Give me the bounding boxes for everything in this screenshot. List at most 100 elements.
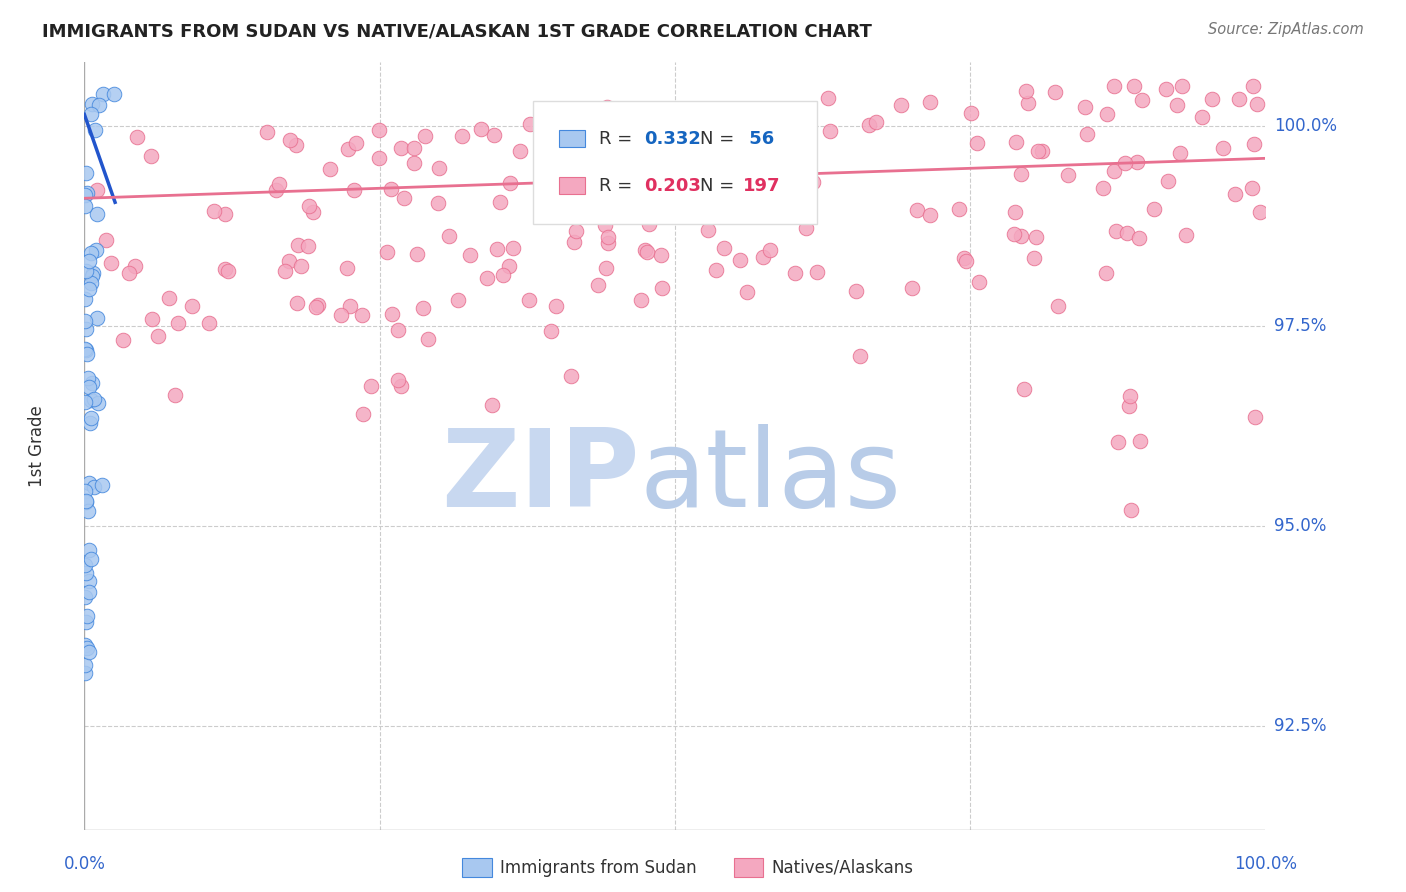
Text: 97.5%: 97.5% xyxy=(1274,318,1326,335)
Point xyxy=(1022,251,1045,265)
Point xyxy=(529,107,551,121)
Point xyxy=(1225,187,1247,202)
Point xyxy=(214,207,236,221)
Point xyxy=(626,142,648,156)
Point xyxy=(77,585,100,599)
Point xyxy=(84,243,107,257)
Point xyxy=(596,230,619,244)
Point xyxy=(634,243,657,257)
Point xyxy=(1212,141,1234,155)
Point xyxy=(73,484,96,499)
Point xyxy=(596,235,619,250)
Point xyxy=(703,187,725,202)
Text: ZIP: ZIP xyxy=(441,424,640,530)
Point xyxy=(77,254,100,268)
Point xyxy=(1125,154,1147,169)
Point xyxy=(86,207,108,221)
Point xyxy=(662,135,685,149)
Point xyxy=(77,370,100,384)
Point xyxy=(806,265,828,279)
Point xyxy=(1143,202,1166,217)
Point xyxy=(1004,204,1026,219)
Point xyxy=(413,128,436,143)
Point xyxy=(745,201,768,215)
Text: 0.0%: 0.0% xyxy=(63,855,105,872)
Point xyxy=(214,261,236,276)
Point xyxy=(204,203,226,218)
Point xyxy=(75,166,97,180)
Point xyxy=(697,223,720,237)
Point xyxy=(544,299,567,313)
Point xyxy=(80,107,103,121)
Point xyxy=(103,87,125,102)
Point xyxy=(948,202,970,216)
Point xyxy=(350,308,373,322)
Point xyxy=(1002,227,1025,241)
Point xyxy=(274,264,297,278)
Point xyxy=(1017,95,1039,110)
Point xyxy=(75,343,97,357)
Point xyxy=(305,300,328,314)
Point xyxy=(966,136,988,151)
Point xyxy=(1107,435,1129,450)
Point xyxy=(1005,135,1028,149)
Bar xyxy=(463,858,492,877)
Point xyxy=(560,368,582,383)
Point xyxy=(80,97,103,112)
Point xyxy=(499,176,522,190)
Point xyxy=(890,97,912,112)
Point xyxy=(75,657,97,672)
Point xyxy=(360,379,382,393)
Point xyxy=(75,314,97,328)
Point xyxy=(77,645,100,659)
Point xyxy=(517,293,540,307)
Point xyxy=(470,122,492,136)
Point xyxy=(404,156,426,170)
Point xyxy=(561,195,583,210)
Point xyxy=(1122,79,1144,94)
Point xyxy=(865,114,887,128)
Point xyxy=(80,552,103,566)
Point xyxy=(1074,100,1097,114)
Point xyxy=(427,161,450,175)
Point xyxy=(412,301,434,315)
Text: N =: N = xyxy=(700,177,740,194)
Point xyxy=(86,183,108,197)
Point xyxy=(967,275,990,289)
Point xyxy=(858,118,880,132)
Text: N =: N = xyxy=(700,129,740,147)
Point xyxy=(759,244,782,258)
Point xyxy=(319,162,342,177)
Point xyxy=(298,199,321,213)
Point xyxy=(486,242,509,256)
Point xyxy=(955,254,977,268)
Point xyxy=(509,144,531,158)
Point xyxy=(704,202,727,217)
Point xyxy=(87,396,110,410)
Point xyxy=(389,141,412,155)
Text: 197: 197 xyxy=(744,177,780,194)
Point xyxy=(818,124,841,138)
Point xyxy=(80,411,103,425)
Point xyxy=(751,250,773,264)
Point xyxy=(817,91,839,105)
Point xyxy=(75,264,97,278)
Point xyxy=(80,277,103,291)
Point xyxy=(125,129,148,144)
Point xyxy=(553,145,575,159)
Point xyxy=(375,244,398,259)
Point xyxy=(79,416,101,430)
Point xyxy=(1166,97,1188,112)
Point xyxy=(1010,167,1032,181)
Point xyxy=(267,177,290,191)
Point xyxy=(1249,205,1271,219)
Point xyxy=(1227,92,1250,106)
Point xyxy=(181,299,204,313)
Point xyxy=(1175,228,1198,243)
Point xyxy=(83,122,105,136)
Point xyxy=(163,388,186,402)
Point xyxy=(630,293,652,307)
Point xyxy=(387,373,409,387)
Text: IMMIGRANTS FROM SUDAN VS NATIVE/ALASKAN 1ST GRADE CORRELATION CHART: IMMIGRANTS FROM SUDAN VS NATIVE/ALASKAN … xyxy=(42,22,872,40)
Point xyxy=(344,136,367,150)
